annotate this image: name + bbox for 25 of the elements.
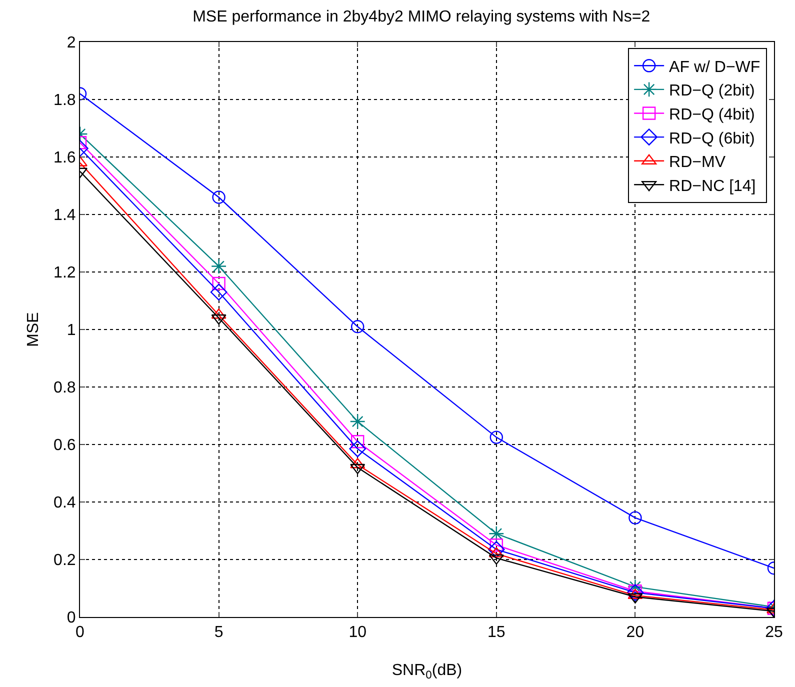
legend-label: RD−NC [14]: [669, 178, 756, 195]
chart-title: MSE performance in 2by4by2 MIMO relaying systems with Ns=2: [192, 8, 650, 26]
y-axis-title: MSE: [25, 312, 42, 347]
legend-label: RD−Q (4bit): [669, 106, 755, 124]
y-tick-label: 1.6: [54, 150, 76, 167]
legend-label: RD−Q (2bit): [669, 82, 755, 100]
y-tick-label: 2: [66, 34, 76, 52]
x-tick-label: 15: [488, 624, 506, 642]
x-tick-label: 20: [626, 624, 644, 642]
y-tick-label: 1.8: [54, 92, 76, 110]
legend-label: RD−MV: [669, 154, 726, 172]
x-tick-label: 5: [214, 624, 224, 642]
legend-label: AF w/ D−WF: [669, 58, 760, 76]
x-axis-title: SNR$_{0}$(dB): [392, 662, 462, 682]
y-tick-label: 0.2: [54, 552, 76, 570]
legend-label: RD−Q (6bit): [669, 130, 755, 148]
y-tick-label: 0: [66, 610, 76, 627]
y-tick-label: 1.2: [54, 264, 76, 282]
y-tick-label: 0.8: [54, 380, 76, 397]
y-tick-label: 1.4: [54, 207, 76, 224]
x-tick-label: 10: [348, 624, 367, 642]
y-tick-label: 1: [66, 322, 76, 340]
x-tick-label: 25: [765, 624, 783, 642]
y-tick-label: 0.4: [54, 494, 76, 512]
y-tick-label: 0.6: [54, 437, 76, 454]
